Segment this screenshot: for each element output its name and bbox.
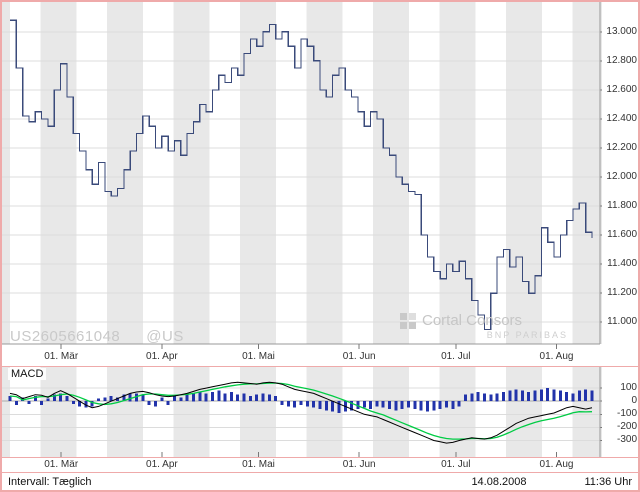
y-axis-label: 100 (620, 382, 637, 394)
x-axis-label: 01. Aug (539, 459, 574, 470)
x-axis-label: 01. Jul (441, 351, 471, 362)
macd-chart (2, 367, 602, 457)
chart-date: 14.08.2008 (471, 475, 527, 488)
y-axis-label: 11.000 (607, 316, 637, 328)
y-axis-label: -200 (616, 421, 637, 433)
y-axis-label: 0 (631, 395, 637, 407)
watermark: US2605661048 @US (10, 328, 184, 345)
y-axis-label: 11.800 (607, 200, 637, 212)
price-y-axis: 13.000 12.800 12.600 12.400 12.200 12.000 11.8… (604, 2, 637, 350)
macd-panel: MACD 100 0 -100 -200 -300 (2, 366, 638, 458)
x-axis-label: 01. Apr (146, 351, 178, 362)
x-axis-label: 01. Mär (44, 351, 79, 362)
y-axis-label: 12.400 (606, 112, 637, 124)
chart-time: 11:36 Uhr (584, 475, 633, 488)
y-axis-label: -300 (616, 434, 637, 446)
x-axis-label: 01. Mai (242, 459, 275, 470)
macd-x-axis: 01. Mär 01. Apr 01. Mai 01. Jun 01. Jul 01. A… (2, 458, 638, 472)
brand-subtitle: BNP PARIBAS (486, 330, 568, 340)
price-x-axis: 01. Mär 01. Apr 01. Mai 01. Jun 01. Jul 01. A… (2, 350, 638, 364)
interval-label: Intervall: Tæglich (8, 475, 92, 488)
status-bar: Intervall: Tæglich 14.08.2008 11:36 Uhr (2, 472, 638, 490)
y-axis-label: 13.000 (606, 25, 637, 37)
x-axis-label: 01. Jul (441, 459, 471, 470)
macd-y-axis: 100 0 -100 -200 -300 (604, 367, 637, 457)
cortal-consors-logo-icon (400, 312, 416, 329)
y-axis-label: 11.600 (607, 229, 637, 241)
y-axis-label: 12.000 (606, 171, 637, 182)
y-axis-label: -100 (616, 408, 637, 420)
y-axis-label: 12.800 (606, 54, 637, 66)
x-axis-label: 01. Mär (44, 459, 79, 470)
x-axis-label: 01. Aug (539, 351, 574, 362)
x-axis-label: 01. Jun (342, 459, 376, 470)
macd-panel-title: MACD (8, 368, 47, 380)
x-axis-label: 01. Mai (242, 351, 275, 362)
y-axis-label: 12.200 (606, 141, 637, 153)
y-axis-label: 11.400 (607, 258, 637, 270)
x-axis-label: 01. Apr (146, 459, 178, 470)
watermark-isin: US2605661048 (10, 328, 121, 345)
x-axis-label: 01. Jun (342, 351, 376, 362)
brand-name: Cortal Consors (422, 312, 523, 329)
y-axis-label: 12.600 (606, 83, 637, 95)
watermark-suffix: @US (146, 328, 184, 345)
brand-watermark: Cortal Consors BNP PARIBAS (400, 312, 568, 340)
y-axis-label: 11.200 (607, 287, 637, 299)
price-chart (2, 2, 602, 349)
